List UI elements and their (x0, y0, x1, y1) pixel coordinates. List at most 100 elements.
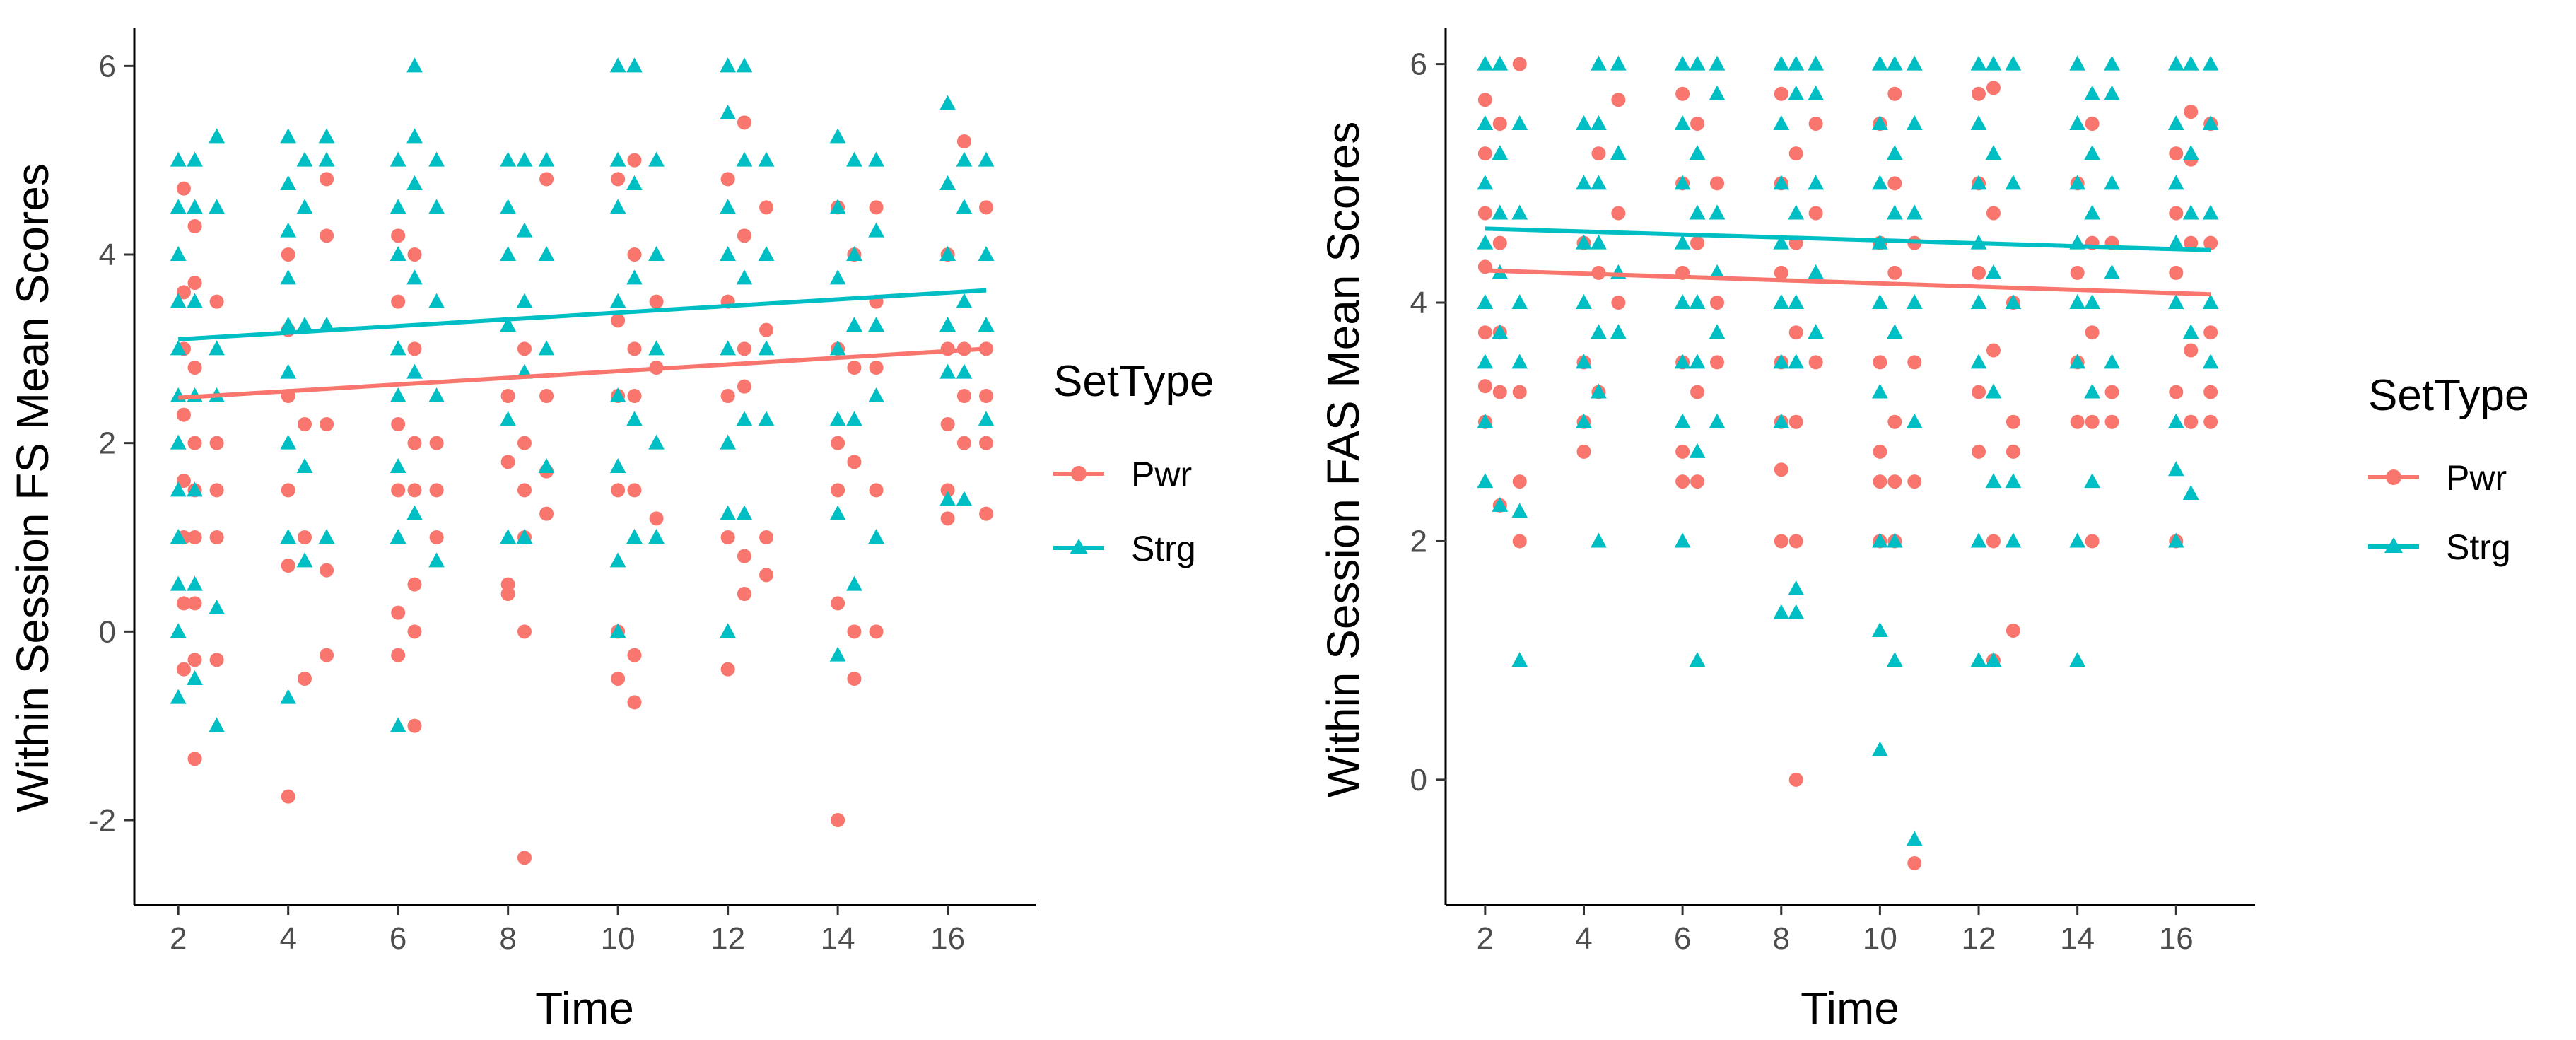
fas-point-pwr (2184, 235, 2199, 250)
fas-data-points (1477, 55, 2219, 870)
fs-point-strg (829, 340, 846, 356)
fas-point-pwr (2104, 385, 2119, 399)
fs-point-strg (390, 529, 406, 544)
fs-point-strg (939, 491, 956, 506)
fs-point-pwr (940, 511, 955, 526)
fas-point-strg (1477, 294, 1494, 310)
fas-point-strg (1808, 324, 1825, 339)
fas-point-pwr (1887, 474, 1902, 489)
fas-point-strg (2069, 354, 2086, 369)
fs-point-pwr (517, 851, 532, 865)
fs-point-pwr (759, 322, 774, 337)
fas-point-pwr (1887, 414, 1902, 429)
fas-point-strg (1886, 204, 1903, 220)
fs-point-pwr (956, 134, 971, 148)
fs-point-strg (428, 552, 445, 568)
fs-point-strg (939, 95, 956, 110)
fas-point-pwr (2085, 116, 2100, 131)
fas-point-strg (1492, 496, 1509, 512)
fas-point-strg (1871, 741, 1888, 756)
fs-point-pwr (320, 417, 334, 431)
fs-point-pwr (429, 483, 444, 498)
fas-point-pwr (1986, 81, 2001, 95)
fs-point-strg (720, 340, 737, 356)
fas-point-pwr (2169, 146, 2184, 161)
fas-point-strg (1689, 652, 1706, 667)
fas-point-strg (1674, 115, 1691, 130)
fas-point-strg (1985, 652, 2002, 667)
fs-point-strg (538, 246, 555, 261)
fs-point-pwr (649, 294, 664, 309)
fas-point-strg (1788, 85, 1805, 100)
fs-axis-ticks: 2 4 6 8 10 12 14 16 -2 0 2 4 6 (88, 49, 965, 956)
fas-point-pwr (2169, 385, 2184, 399)
fs-point-strg (846, 575, 862, 591)
fs-point-strg (720, 199, 737, 214)
fs-point-strg (280, 222, 297, 238)
fs-point-pwr (407, 483, 422, 498)
fs-point-pwr (759, 200, 774, 215)
fs-point-strg (280, 529, 297, 544)
fs-point-strg (868, 529, 884, 544)
fas-point-strg (1709, 85, 1726, 100)
fas-point-pwr (2070, 414, 2085, 429)
fs-point-strg (500, 411, 517, 426)
fs-x-tick-label: 4 (279, 921, 296, 956)
fas-point-strg (1709, 413, 1726, 428)
fs-point-pwr (429, 436, 444, 450)
fas-point-pwr (2184, 343, 2199, 358)
fs-point-strg (296, 552, 313, 568)
fas-point-strg (1689, 294, 1706, 310)
fas-point-strg (1576, 175, 1592, 190)
fs-point-pwr (539, 172, 554, 187)
fas-point-strg (1492, 55, 1509, 71)
fs-point-pwr (720, 662, 735, 677)
fs-point-strg (939, 246, 956, 261)
fas-point-strg (2182, 55, 2199, 71)
fas-point-strg (1970, 354, 1987, 369)
fas-point-strg (1985, 145, 2002, 160)
fas-point-strg (2084, 85, 2101, 100)
fas-point-strg (2005, 294, 2022, 310)
fas-point-strg (2167, 413, 2184, 428)
fs-y-axis-title: Within Session FS Mean Scores (7, 163, 58, 812)
fs-point-strg (978, 151, 995, 167)
fs-scores-chart: 2 4 6 8 10 12 14 16 -2 0 2 4 6 Time Within Session F… (7, 28, 1214, 1034)
fas-point-strg (2084, 145, 2101, 160)
fs-point-strg (516, 529, 533, 544)
fas-point-strg (1906, 204, 1923, 220)
fs-point-pwr (759, 530, 774, 544)
fs-point-pwr (209, 530, 224, 544)
fas-point-strg (2167, 532, 2184, 548)
fas-point-strg (1871, 621, 1888, 637)
fas-point-pwr (1972, 444, 1986, 459)
fas-point-pwr (2085, 325, 2100, 340)
fas-point-strg (1591, 55, 1607, 71)
fs-point-pwr (391, 228, 406, 243)
fas-point-strg (1906, 55, 1923, 71)
fs-point-strg (939, 175, 956, 190)
fas-point-strg (2069, 115, 2086, 130)
fas-point-pwr (1788, 414, 1803, 429)
fas-point-strg (1511, 503, 1528, 518)
fas-point-strg (1511, 354, 1528, 369)
fs-point-strg (846, 317, 862, 332)
fas-point-strg (1674, 354, 1691, 369)
fs-point-strg (516, 222, 533, 238)
fas-point-strg (1970, 652, 1987, 667)
fs-point-pwr (847, 361, 862, 375)
fas-x-tick-label: 8 (1773, 921, 1790, 956)
fas-point-strg (1591, 115, 1607, 130)
fas-point-pwr (1788, 534, 1803, 549)
fas-trend-lines (1485, 226, 2211, 297)
fas-point-pwr (1986, 534, 2001, 549)
fs-point-strg (318, 151, 335, 167)
fs-point-pwr (320, 563, 334, 578)
fas-point-pwr (1512, 385, 1527, 399)
fs-point-strg (868, 387, 884, 402)
fs-point-strg (170, 434, 187, 450)
fas-point-strg (1970, 55, 1987, 71)
fs-legend: SetType Pwr Strg (1053, 357, 1214, 568)
fas-point-strg (2104, 264, 2120, 279)
fas-point-strg (1709, 55, 1726, 71)
